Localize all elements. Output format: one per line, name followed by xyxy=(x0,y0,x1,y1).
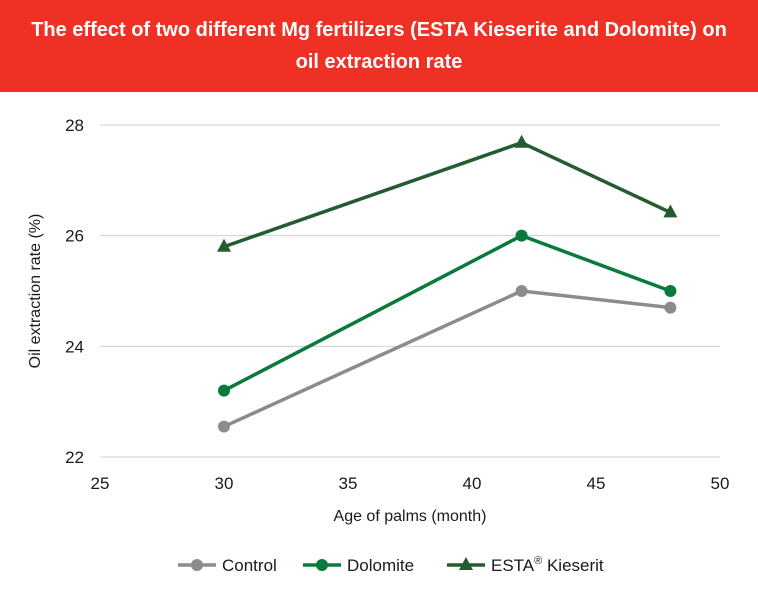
data-point-dolomite xyxy=(515,229,528,242)
y-axis-label: Oil extraction rate (%) xyxy=(27,214,44,369)
legend-marker-control xyxy=(191,559,203,571)
series-line-dolomite xyxy=(223,233,672,393)
data-point-control xyxy=(218,420,230,433)
series-line-esta-kieserit xyxy=(223,140,672,249)
legend: Control Dolomite ESTA® Kieserit xyxy=(178,555,604,575)
series-esta-kieserit xyxy=(217,134,678,252)
line-chart: 22 24 26 28 25 30 35 40 45 50 Oil extraction rat… xyxy=(27,116,730,575)
x-tick-label: 50 xyxy=(711,474,730,493)
grid-lines xyxy=(100,124,720,458)
x-axis-label: Age of palms (month) xyxy=(334,508,487,525)
y-tick-label: 26 xyxy=(65,227,84,246)
x-tick-label: 35 xyxy=(339,474,358,493)
data-point-esta-kieserit xyxy=(217,238,231,252)
data-point-dolomite xyxy=(218,384,230,397)
series-group xyxy=(217,134,678,433)
x-tick-labels: 25 30 35 40 45 50 xyxy=(91,474,730,493)
legend-item-control: Control xyxy=(178,556,277,575)
legend-label-esta-kieserit: ESTA® Kieserit xyxy=(491,555,604,575)
legend-marker-dolomite xyxy=(316,559,328,571)
chart-header: The effect of two different Mg fertilize… xyxy=(0,0,758,92)
y-tick-labels: 22 24 26 28 xyxy=(65,116,84,467)
legend-marker-esta-kieserit xyxy=(459,557,473,570)
x-tick-label: 40 xyxy=(463,474,482,493)
series-dolomite xyxy=(218,229,677,397)
legend-item-dolomite: Dolomite xyxy=(303,556,414,575)
data-point-dolomite xyxy=(664,285,677,297)
x-tick-label: 45 xyxy=(587,474,606,493)
data-point-esta-kieserit xyxy=(663,204,678,218)
y-tick-label: 24 xyxy=(65,337,84,356)
data-point-control xyxy=(515,285,528,297)
x-tick-label: 30 xyxy=(215,474,234,493)
legend-item-esta-kieserit: ESTA® Kieserit xyxy=(447,555,604,575)
legend-label-control: Control xyxy=(222,556,277,575)
y-tick-label: 22 xyxy=(65,448,84,467)
data-point-control xyxy=(664,301,677,314)
data-point-esta-kieserit xyxy=(514,134,529,148)
series-control xyxy=(218,285,677,433)
series-line-control xyxy=(223,289,671,429)
y-tick-label: 28 xyxy=(65,116,84,135)
chart-title: The effect of two different Mg fertilize… xyxy=(31,19,727,73)
legend-label-dolomite: Dolomite xyxy=(347,556,414,575)
x-tick-label: 25 xyxy=(91,474,110,493)
